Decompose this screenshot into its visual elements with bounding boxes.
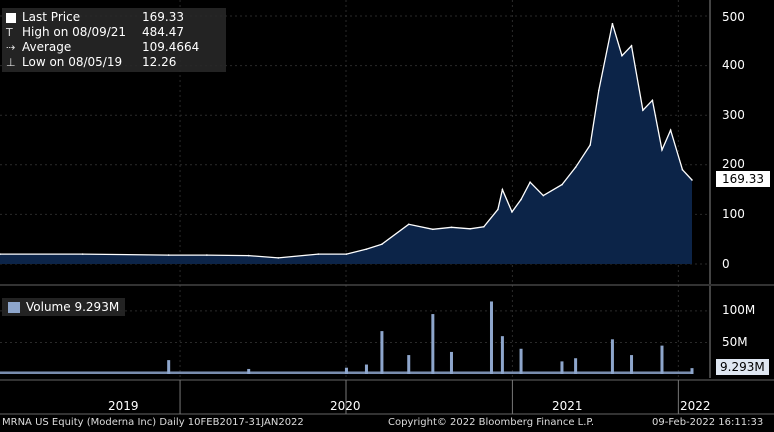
price-tick-400: 400 (722, 58, 745, 72)
last-price-swatch (6, 12, 16, 23)
legend-low-label: Low on 08/05/19 (22, 55, 123, 69)
last-price-tag: 169.33 (716, 171, 770, 187)
volume-bar-10 (519, 348, 523, 374)
legend-average-value: 109.4664 (142, 40, 200, 54)
price-point-10 (407, 223, 410, 226)
price-point-20 (542, 194, 545, 197)
legend-low: ⊥ Low on 08/05/19 12.26 (6, 55, 222, 70)
price-point-26 (621, 54, 623, 57)
price-point-4 (247, 254, 250, 257)
price-point-11 (432, 228, 434, 231)
price-point-30 (661, 149, 663, 151)
volume-bar-12 (574, 358, 578, 374)
price-point-23 (589, 144, 591, 146)
footer-copyright: Copyright© 2022 Bloomberg Finance L.P. (388, 417, 595, 428)
high-marker-icon: T (6, 26, 13, 39)
price-series (0, 22, 693, 265)
price-point-12 (450, 226, 453, 229)
legend-average-label: Average (22, 40, 72, 54)
price-point-9 (381, 243, 383, 245)
legend-high-label: High on 08/09/21 (22, 25, 127, 39)
price-point-15 (497, 208, 499, 211)
price-line (0, 23, 693, 259)
volume-bar-4 (380, 331, 384, 374)
price-point-13 (469, 227, 471, 230)
legend-last-price-value: 169.33 (142, 10, 184, 24)
price-tick-500: 500 (722, 10, 745, 24)
volume-swatch (8, 301, 20, 313)
price-point-2 (167, 254, 170, 256)
legend-high: T High on 08/09/21 484.47 (6, 25, 222, 40)
price-tick-200: 200 (722, 157, 745, 171)
volume-bar-9 (500, 336, 504, 374)
volume-bar-15 (660, 345, 664, 374)
price-point-16 (501, 188, 504, 191)
legend-last-price: Last Price 169.33 (6, 10, 222, 25)
price-point-29 (651, 99, 654, 102)
price-point-21 (561, 183, 563, 186)
volume-series (0, 301, 694, 374)
volume-bar-13 (610, 339, 614, 374)
volume-bar-3 (364, 364, 368, 374)
volume-bar-1 (247, 368, 251, 374)
price-point-5 (277, 257, 280, 259)
volume-bar-5 (407, 355, 411, 374)
year-label-2022: 2022 (680, 399, 711, 413)
price-point-24 (597, 89, 600, 92)
price-point-32 (681, 168, 684, 171)
price-point-18 (520, 198, 522, 201)
price-point-0 (0, 253, 1, 255)
price-point-6 (317, 253, 320, 255)
price-point-25 (611, 22, 614, 25)
footer-timestamp: 09-Feb-2022 16:11:33 (652, 417, 764, 428)
price-point-19 (529, 181, 531, 183)
volume-bar-8 (489, 301, 493, 374)
price-point-7 (345, 253, 348, 255)
price-point-17 (511, 211, 513, 213)
legend-low-value: 12.26 (142, 55, 177, 69)
volume-bar-0 (167, 360, 171, 374)
year-label-2021: 2021 (552, 399, 583, 413)
price-point-14 (482, 226, 485, 228)
price-point-31 (669, 129, 672, 131)
footer-security: MRNA US Equity (Moderna Inc) Daily 10FEB… (2, 417, 304, 428)
year-ticks (179, 380, 679, 414)
year-label-2020: 2020 (330, 399, 361, 413)
legend-high-value: 484.47 (142, 25, 184, 39)
average-marker-icon: ⇢ (6, 41, 16, 54)
legend-average: ⇢ Average 109.4664 (6, 40, 222, 55)
volume-bar-16 (690, 368, 694, 374)
volume-legend-value: 9.293M (74, 300, 120, 314)
price-point-3 (206, 254, 208, 256)
price-legend: Last Price 169.33 T High on 08/09/21 484… (2, 8, 226, 72)
price-point-8 (365, 248, 368, 250)
price-point-27 (630, 44, 633, 47)
legend-last-price-label: Last Price (22, 10, 81, 24)
volume-legend: Volume 9.293M (2, 298, 126, 316)
price-area (0, 23, 692, 265)
volume-legend-label: Volume (26, 300, 71, 314)
volume-bar-11 (560, 361, 564, 374)
price-tick-100: 100 (722, 207, 745, 221)
last-volume-tag: 9.293M (716, 359, 769, 375)
price-tick-300: 300 (722, 108, 745, 122)
year-label-2019: 2019 (108, 399, 139, 413)
low-marker-icon: ⊥ (6, 56, 16, 69)
volume-bar-6 (431, 314, 435, 374)
price-point-22 (574, 166, 577, 169)
volume-bar-14 (630, 355, 634, 374)
volume-bar-7 (449, 351, 453, 374)
volume-bar-2 (344, 367, 348, 374)
price-point-33 (691, 179, 693, 181)
volume-tick-100m: 100M (722, 303, 756, 317)
volume-tick-50m: 50M (722, 335, 748, 349)
price-point-1 (81, 253, 84, 255)
price-point-28 (642, 109, 644, 112)
price-tick-0: 0 (722, 257, 730, 271)
